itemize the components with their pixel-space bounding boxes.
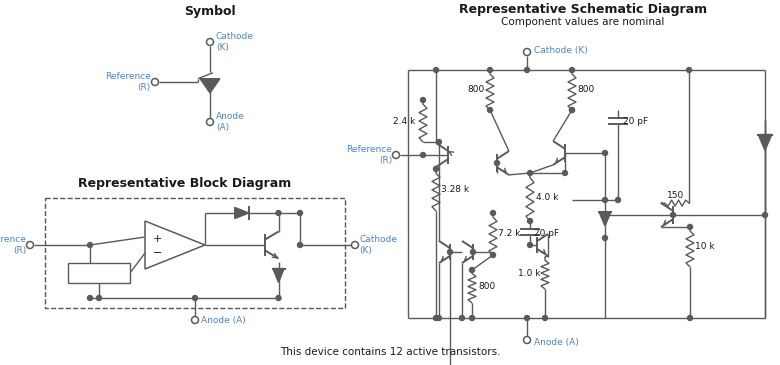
Text: Reference
(R): Reference (R) — [0, 235, 26, 255]
Text: Anode (A): Anode (A) — [201, 315, 246, 324]
Circle shape — [602, 197, 608, 203]
Text: Reference
(R): Reference (R) — [346, 145, 392, 165]
Circle shape — [602, 150, 608, 155]
Polygon shape — [200, 79, 220, 93]
Circle shape — [193, 296, 197, 300]
Circle shape — [569, 108, 575, 112]
Text: 20 pF: 20 pF — [534, 228, 559, 238]
Circle shape — [151, 78, 158, 85]
Circle shape — [297, 242, 303, 247]
Text: 150: 150 — [666, 191, 684, 200]
Circle shape — [524, 315, 530, 320]
Circle shape — [495, 161, 499, 165]
Circle shape — [488, 68, 492, 73]
Circle shape — [470, 250, 476, 254]
Text: 2.4 k: 2.4 k — [393, 116, 415, 126]
Text: +: + — [153, 234, 162, 244]
Circle shape — [527, 219, 533, 223]
Text: Representative Schematic Diagram: Representative Schematic Diagram — [459, 3, 707, 15]
Circle shape — [523, 337, 530, 343]
Circle shape — [87, 242, 93, 247]
Circle shape — [27, 242, 34, 249]
Circle shape — [97, 296, 101, 300]
Polygon shape — [758, 134, 771, 150]
Bar — [68, 263, 130, 283]
Circle shape — [687, 315, 693, 320]
Circle shape — [524, 68, 530, 73]
Text: 20 pF: 20 pF — [623, 116, 648, 126]
Circle shape — [297, 211, 303, 215]
Text: 10 k: 10 k — [695, 242, 714, 251]
Circle shape — [491, 211, 495, 215]
Circle shape — [687, 224, 693, 229]
Circle shape — [276, 296, 281, 300]
Circle shape — [527, 242, 533, 247]
Text: 1.0 k: 1.0 k — [517, 269, 540, 277]
Circle shape — [602, 212, 608, 218]
Circle shape — [543, 315, 548, 320]
Text: 800: 800 — [577, 85, 594, 95]
Circle shape — [87, 296, 93, 300]
Circle shape — [602, 235, 608, 241]
Circle shape — [569, 108, 575, 112]
Text: Cathode
(K): Cathode (K) — [359, 235, 397, 255]
Bar — [45, 198, 345, 308]
Text: Reference
(R): Reference (R) — [105, 72, 151, 92]
Circle shape — [420, 97, 426, 103]
Circle shape — [686, 68, 692, 73]
Circle shape — [434, 315, 438, 320]
Text: Cathode
(K): Cathode (K) — [216, 32, 254, 52]
Polygon shape — [273, 269, 284, 283]
Text: 3.28 k: 3.28 k — [441, 185, 469, 195]
Polygon shape — [235, 207, 249, 219]
Circle shape — [448, 250, 452, 254]
Circle shape — [488, 108, 492, 112]
Text: 800: 800 — [468, 85, 485, 95]
Circle shape — [671, 212, 675, 218]
Circle shape — [437, 315, 441, 320]
Text: 800: 800 — [478, 282, 495, 291]
Circle shape — [434, 68, 438, 73]
Circle shape — [392, 151, 399, 158]
Text: Component values are nominal: Component values are nominal — [502, 17, 665, 27]
Circle shape — [437, 139, 441, 145]
Text: Cathode (K): Cathode (K) — [534, 46, 588, 54]
Circle shape — [569, 68, 575, 73]
Circle shape — [207, 38, 214, 46]
Text: Symbol: Symbol — [184, 5, 236, 19]
Text: Anode (A): Anode (A) — [534, 338, 579, 347]
Circle shape — [562, 170, 568, 176]
Circle shape — [527, 170, 533, 176]
Circle shape — [523, 49, 530, 55]
Text: 2.5 V$_{\mathregular{ref}}$: 2.5 V$_{\mathregular{ref}}$ — [80, 266, 118, 280]
Circle shape — [352, 242, 359, 249]
Circle shape — [615, 197, 621, 203]
Circle shape — [763, 212, 768, 218]
Polygon shape — [599, 212, 611, 226]
Circle shape — [459, 315, 464, 320]
Circle shape — [276, 211, 281, 215]
Circle shape — [420, 153, 426, 158]
Circle shape — [207, 119, 214, 126]
Text: Anode
(A): Anode (A) — [216, 112, 245, 132]
Circle shape — [470, 268, 474, 273]
Text: This device contains 12 active transistors.: This device contains 12 active transisto… — [280, 347, 500, 357]
Circle shape — [434, 166, 438, 172]
Text: Representative Block Diagram: Representative Block Diagram — [78, 177, 292, 189]
Text: −: − — [153, 248, 162, 258]
Circle shape — [192, 316, 198, 323]
Circle shape — [491, 253, 495, 257]
Text: 4.0 k: 4.0 k — [536, 192, 558, 201]
Text: 7.2 k: 7.2 k — [498, 230, 520, 238]
Circle shape — [470, 315, 474, 320]
